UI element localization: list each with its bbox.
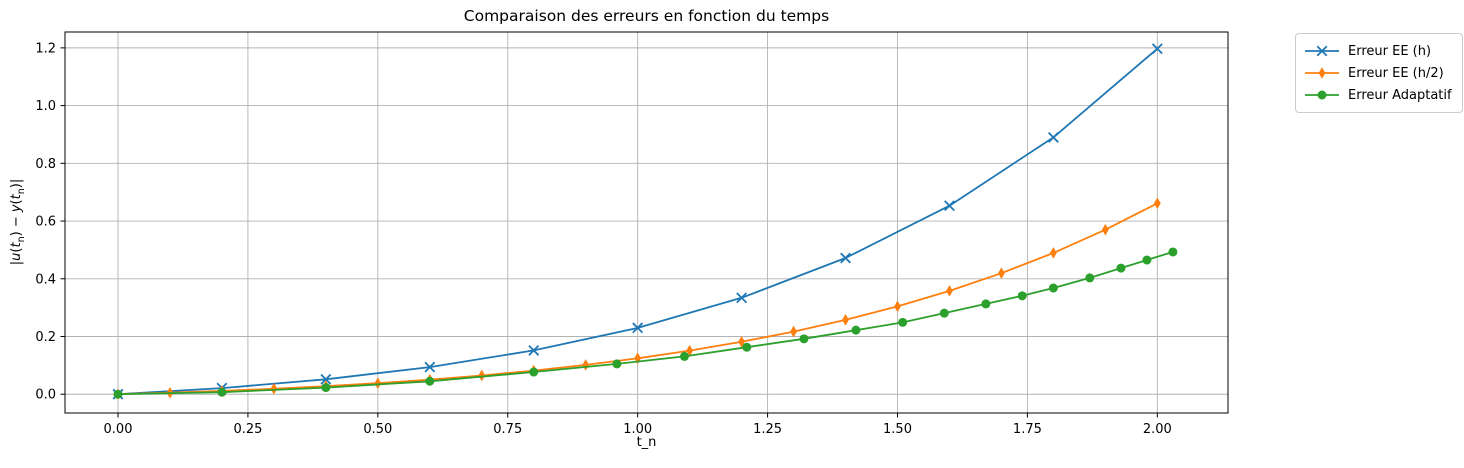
legend-item-1: Erreur EE (h/2) bbox=[1304, 62, 1452, 84]
legend-item-2: Erreur Adaptatif bbox=[1304, 84, 1452, 106]
plot-border bbox=[64, 31, 1229, 414]
diamond-marker-icon bbox=[270, 382, 278, 395]
diamond-marker-icon bbox=[738, 335, 745, 348]
series-2 bbox=[113, 247, 1178, 399]
legend-sample-icon bbox=[1305, 90, 1339, 100]
circle-marker-icon bbox=[321, 383, 331, 393]
series-line bbox=[117, 250, 1174, 396]
diamond-marker-icon bbox=[946, 285, 953, 297]
x-tick-label: 0.75 bbox=[493, 422, 522, 437]
x-marker-icon bbox=[1047, 131, 1059, 143]
circle-marker-icon bbox=[742, 342, 752, 352]
circle-marker-icon bbox=[1317, 90, 1327, 100]
circle-marker-icon bbox=[1116, 263, 1126, 273]
diamond-marker-icon bbox=[998, 267, 1005, 279]
x-marker-icon bbox=[528, 344, 540, 356]
circle-marker-icon bbox=[851, 325, 861, 335]
diamond-marker-icon bbox=[1318, 67, 1326, 79]
x-tick-label: 0.00 bbox=[104, 422, 133, 437]
diamond-marker-icon bbox=[1153, 197, 1161, 210]
circle-marker-icon bbox=[1142, 255, 1152, 265]
x-tick-label: 2.00 bbox=[1143, 422, 1172, 437]
y-tick-label: 0.6 bbox=[35, 215, 56, 230]
diamond-marker-icon bbox=[842, 314, 849, 326]
x-axis-label: t_n bbox=[636, 435, 657, 450]
y-tick-label: 0.4 bbox=[35, 272, 56, 287]
legend-sample-icon bbox=[1305, 67, 1339, 79]
diamond-marker-icon bbox=[582, 359, 590, 371]
legend-label: Erreur Adaptatif bbox=[1348, 87, 1452, 103]
legend: Erreur EE (h) Erreur EE (h/2) Erreur Adapt… bbox=[1295, 33, 1463, 113]
diamond-marker-icon bbox=[634, 352, 642, 365]
legend-sample-icon bbox=[1305, 45, 1339, 57]
diamond-marker-icon bbox=[478, 369, 486, 382]
x-marker-icon bbox=[840, 252, 851, 264]
diamond-marker-icon bbox=[686, 344, 694, 357]
circle-marker-icon bbox=[679, 351, 689, 361]
circle-marker-icon bbox=[799, 334, 809, 344]
circle-marker-icon bbox=[1017, 291, 1027, 301]
x-marker-icon bbox=[944, 200, 955, 212]
diamond-marker-icon bbox=[1101, 223, 1109, 236]
x-marker-icon bbox=[1316, 45, 1328, 57]
x-tick-label: 1.50 bbox=[883, 422, 912, 437]
y-tick-label: 1.0 bbox=[35, 99, 56, 114]
x-tick-label: 0.25 bbox=[233, 422, 262, 437]
x-marker-icon bbox=[424, 361, 436, 373]
y-axis-label: |u(tn) − y(tn)| bbox=[9, 178, 27, 266]
circle-marker-icon bbox=[1085, 273, 1095, 283]
circle-marker-icon bbox=[425, 376, 435, 386]
legend-item-0: Erreur EE (h) bbox=[1304, 40, 1452, 62]
circle-marker-icon bbox=[113, 389, 123, 399]
y-tick-label: 0.2 bbox=[35, 330, 56, 345]
x-tick-label: 1.25 bbox=[753, 422, 782, 437]
y-tick-label: 1.2 bbox=[35, 41, 56, 56]
circle-marker-icon bbox=[1168, 247, 1178, 257]
x-marker-icon bbox=[632, 322, 644, 334]
diamond-marker-icon bbox=[374, 377, 382, 390]
circle-marker-icon bbox=[1048, 283, 1058, 293]
x-marker-icon bbox=[320, 373, 332, 385]
x-tick-label: 0.50 bbox=[363, 422, 392, 437]
chart-title: Comparaison des erreurs en fonction du t… bbox=[463, 7, 830, 25]
y-tick-label: 0.8 bbox=[35, 157, 56, 172]
legend-label: Erreur EE (h/2) bbox=[1348, 65, 1444, 81]
diamond-marker-icon bbox=[1049, 247, 1057, 259]
y-tick-label: 0.0 bbox=[35, 388, 56, 403]
circle-marker-icon bbox=[529, 367, 539, 377]
x-marker-icon bbox=[736, 292, 748, 304]
x-tick-label: 1.75 bbox=[1013, 422, 1042, 437]
x-tick-label: 1.00 bbox=[623, 422, 652, 437]
circle-marker-icon bbox=[217, 387, 227, 397]
circle-marker-icon bbox=[612, 359, 622, 369]
circle-marker-icon bbox=[898, 317, 908, 327]
diamond-marker-icon bbox=[790, 325, 797, 338]
diamond-marker-icon bbox=[894, 300, 901, 313]
circle-marker-icon bbox=[939, 308, 949, 318]
circle-marker-icon bbox=[981, 299, 991, 309]
legend-label: Erreur EE (h) bbox=[1348, 43, 1432, 59]
x-marker-icon bbox=[1151, 43, 1163, 55]
